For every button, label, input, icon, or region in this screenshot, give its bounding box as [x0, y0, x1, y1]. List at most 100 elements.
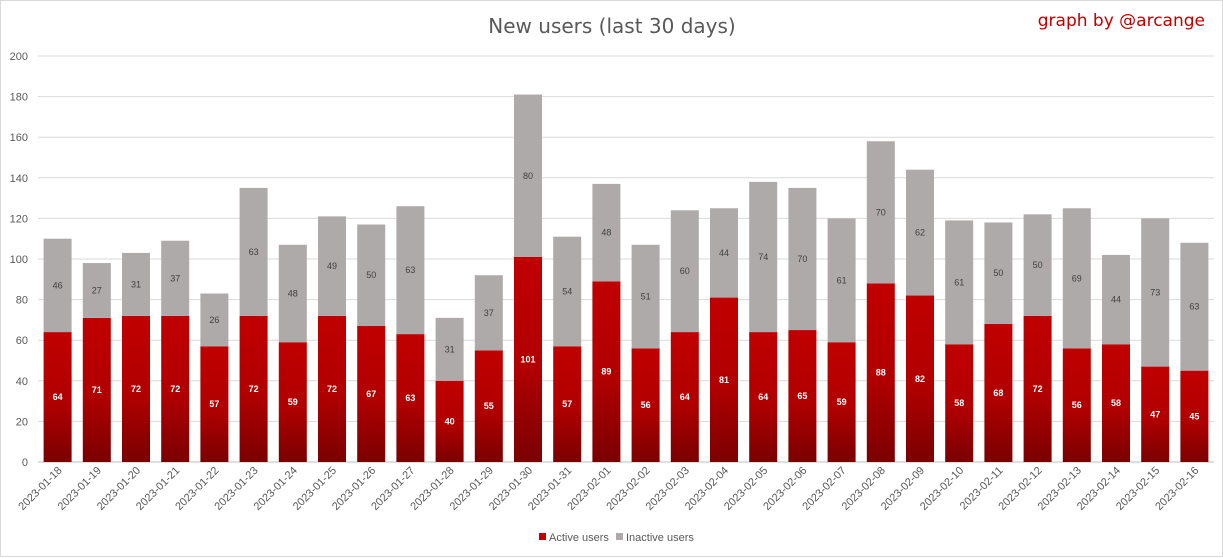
- data-label-inactive: 49: [327, 261, 337, 271]
- data-label-active: 64: [53, 392, 63, 402]
- bar-inactive-users: [396, 206, 425, 335]
- x-axis: 2023-01-182023-01-192023-01-202023-01-21…: [16, 465, 1201, 513]
- bars: 64 46 71 27 72 31 72 37 57 26 72 63 59 48 72 49 67 50 63 63…: [43, 94, 1209, 462]
- bar-inactive-users: [435, 317, 464, 381]
- bar-inactive-users: [1141, 218, 1170, 367]
- bar-active-users: [1023, 315, 1052, 462]
- legend-label-active: Active users: [549, 532, 609, 544]
- data-label-active: 45: [1189, 411, 1199, 421]
- bar-active-users: [788, 330, 817, 462]
- legend-swatch-active: [539, 533, 546, 540]
- data-label-inactive: 27: [92, 285, 102, 295]
- bar-active-users: [122, 315, 150, 462]
- bar-inactive-users: [122, 252, 150, 316]
- bar-active-users: [318, 315, 346, 462]
- bar-inactive-users: [82, 263, 111, 318]
- bar-inactive-users: [592, 183, 621, 282]
- data-label-inactive: 44: [1111, 295, 1121, 305]
- data-label-inactive: 62: [915, 228, 925, 238]
- data-label-active: 67: [366, 389, 376, 399]
- bar-active-users: [200, 346, 229, 462]
- bar-inactive-users: [200, 293, 229, 347]
- bar-active-users: [43, 332, 72, 462]
- data-label-active: 72: [249, 384, 259, 394]
- data-label-active: 59: [288, 397, 298, 407]
- bar-active-users: [945, 344, 974, 462]
- data-label-active: 58: [1111, 398, 1121, 408]
- data-label-active: 101: [520, 354, 535, 364]
- data-label-inactive: 63: [405, 265, 415, 275]
- bar-active-users: [866, 283, 895, 462]
- data-label-inactive: 54: [562, 286, 572, 296]
- bar-active-users: [239, 315, 268, 462]
- bar-inactive-users: [43, 238, 72, 333]
- bar-inactive-users: [710, 208, 738, 298]
- data-label-inactive: 70: [797, 254, 807, 264]
- bar-inactive-users: [670, 210, 699, 333]
- data-label-inactive: 48: [601, 228, 611, 238]
- bar-active-users: [161, 315, 190, 462]
- data-label-active: 72: [1033, 384, 1043, 394]
- bar-active-users: [1062, 348, 1091, 462]
- bar-inactive-users: [788, 187, 817, 331]
- bar-active-users: [553, 346, 582, 462]
- data-label-inactive: 63: [1189, 302, 1199, 312]
- y-tick-label: 60: [16, 335, 28, 347]
- data-label-inactive: 73: [1150, 287, 1160, 297]
- bar-active-users: [749, 332, 778, 462]
- chart-credit: graph by @arcange: [1038, 11, 1205, 31]
- bar-inactive-users: [1023, 214, 1052, 316]
- bar-active-users: [710, 297, 738, 462]
- data-label-active: 72: [327, 384, 337, 394]
- data-label-inactive: 48: [288, 289, 298, 299]
- bar-inactive-users: [866, 141, 895, 284]
- legend-label-inactive: Inactive users: [626, 532, 694, 544]
- y-tick-label: 80: [16, 295, 28, 307]
- data-label-inactive: 63: [249, 247, 259, 257]
- data-label-active: 63: [405, 393, 415, 403]
- bar-inactive-users: [749, 181, 778, 333]
- data-label-inactive: 69: [1072, 273, 1082, 283]
- bar-active-users: [827, 342, 856, 462]
- data-label-inactive: 61: [954, 277, 964, 287]
- bar-inactive-users: [318, 216, 346, 316]
- data-label-inactive: 46: [53, 280, 63, 290]
- data-label-inactive: 51: [641, 292, 651, 302]
- data-label-active: 89: [601, 367, 611, 377]
- data-label-inactive: 60: [680, 266, 690, 276]
- data-label-active: 72: [170, 384, 180, 394]
- data-label-active: 64: [680, 392, 690, 402]
- bar-active-users: [357, 325, 386, 462]
- bar-active-users: [670, 332, 699, 462]
- bar-inactive-users: [161, 240, 190, 316]
- data-label-active: 88: [876, 368, 886, 378]
- data-label-inactive: 74: [758, 252, 768, 262]
- data-label-inactive: 37: [484, 308, 494, 318]
- bar-inactive-users: [906, 169, 934, 296]
- bar-inactive-users: [278, 244, 307, 343]
- bar-inactive-users: [239, 187, 268, 316]
- data-label-inactive: 50: [993, 268, 1003, 278]
- data-label-active: 82: [915, 374, 925, 384]
- data-label-inactive: 50: [1033, 260, 1043, 270]
- data-label-active: 57: [209, 399, 219, 409]
- data-label-active: 58: [954, 398, 964, 408]
- data-label-active: 72: [131, 384, 141, 394]
- data-label-inactive: 61: [837, 275, 847, 285]
- data-label-active: 56: [1072, 400, 1082, 410]
- bar-active-users: [984, 323, 1013, 462]
- data-label-inactive: 80: [523, 171, 533, 181]
- data-label-inactive: 31: [131, 279, 141, 289]
- data-label-inactive: 37: [170, 273, 180, 283]
- bar-inactive-users: [631, 244, 660, 349]
- data-label-active: 47: [1150, 409, 1160, 419]
- bar-active-users: [906, 295, 934, 462]
- bar-active-users: [592, 281, 621, 462]
- bar-active-users: [474, 350, 503, 462]
- bar-active-users: [1141, 366, 1170, 462]
- bar-inactive-users: [1062, 208, 1091, 349]
- legend-swatch-inactive: [616, 533, 623, 540]
- data-label-active: 68: [993, 388, 1003, 398]
